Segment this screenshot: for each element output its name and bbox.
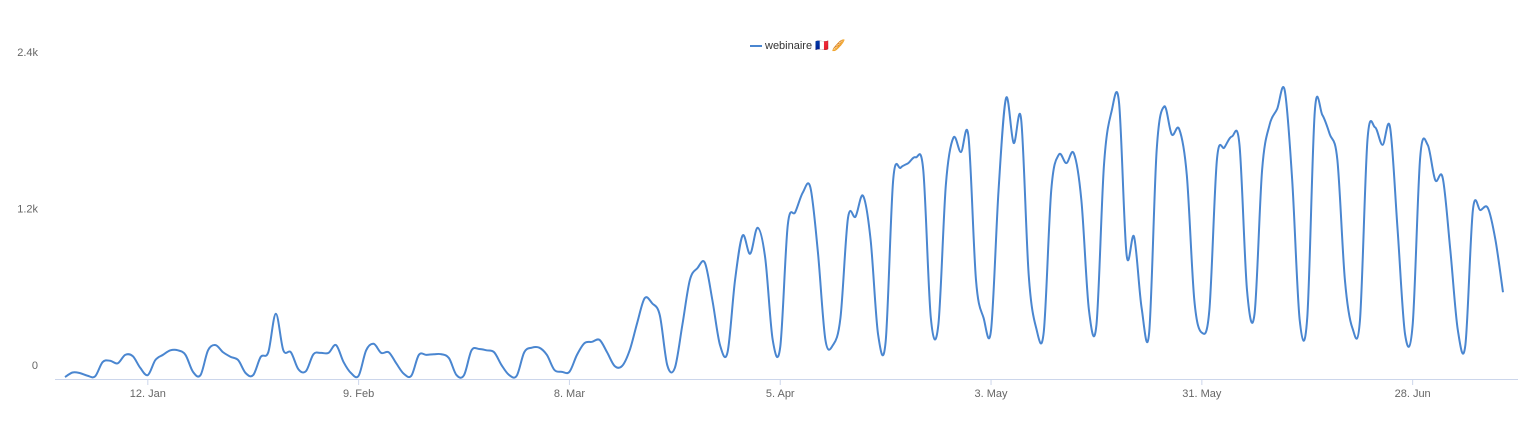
legend: webinaire 🇫🇷 🥖 (750, 39, 846, 52)
x-tick-label: 12. Jan (130, 388, 166, 400)
y-tick-label: 2.4k (17, 47, 38, 59)
y-tick-label: 0 (32, 360, 38, 372)
x-tick-label: 3. May (975, 388, 1009, 400)
data-line (64, 86, 1504, 379)
x-tick-label: 9. Feb (343, 388, 374, 400)
x-tick-label: 8. Mar (554, 388, 586, 400)
legend-label: webinaire 🇫🇷 🥖 (764, 39, 846, 52)
y-tick-label: 1.2k (17, 203, 38, 215)
x-tick-label: 5. Apr (766, 388, 795, 400)
x-tick-label: 31. May (1182, 388, 1222, 400)
x-tick-label: 28. Jun (1395, 388, 1431, 400)
